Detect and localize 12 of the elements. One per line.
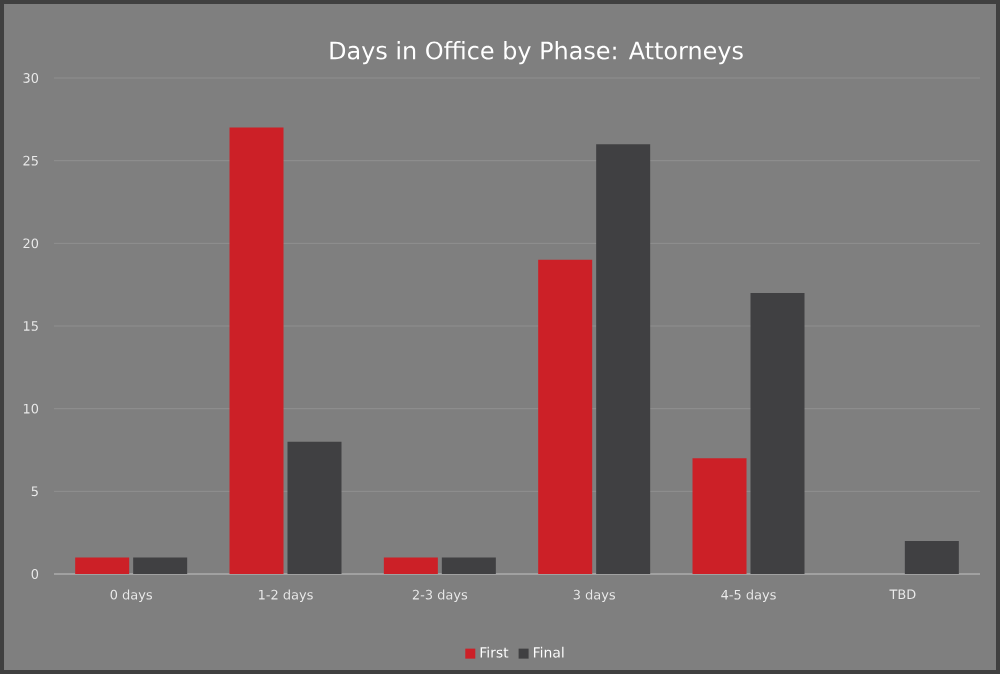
chart-title: Days in Office by Phase: Attorneys xyxy=(330,41,743,65)
bar xyxy=(538,259,593,574)
bar xyxy=(692,458,747,574)
bar xyxy=(904,540,959,574)
bar xyxy=(596,144,651,574)
bar xyxy=(229,127,284,574)
bar xyxy=(750,292,805,574)
bar xyxy=(383,557,438,574)
bar xyxy=(75,557,130,574)
bar xyxy=(133,557,188,574)
bar xyxy=(441,557,496,574)
bar xyxy=(287,441,342,574)
